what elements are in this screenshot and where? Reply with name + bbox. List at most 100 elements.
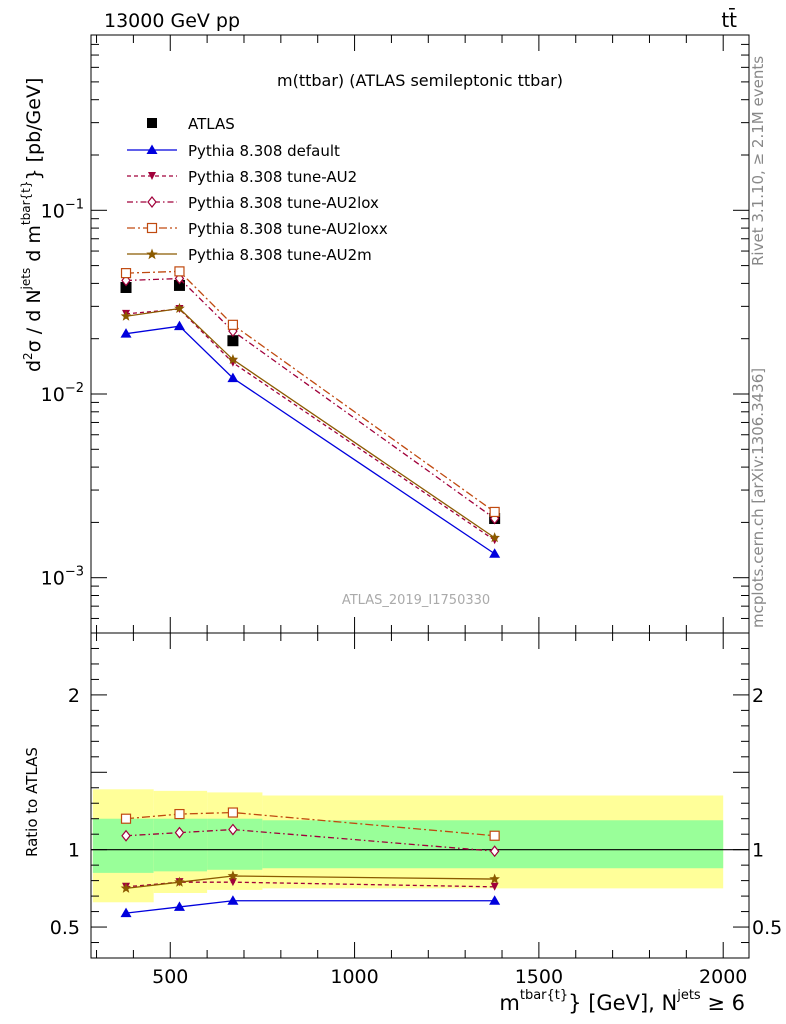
ratio-y-tick-label-left: 2	[68, 685, 80, 707]
data-point-star	[120, 882, 132, 893]
series-5	[120, 870, 500, 893]
legend-label: Pythia 8.308 tune-AU2	[188, 168, 357, 186]
ylabel-part-b: 2	[21, 352, 35, 360]
data-point-star	[227, 870, 239, 881]
series-3	[121, 823, 500, 858]
legend-entry-au2m: Pythia 8.308 tune-AU2m	[127, 246, 372, 264]
ratio-panel: 0.5 0.5 1 1 2 2 500 1000 1500 2000 Ratio to ATLAS…	[23, 632, 782, 1015]
legend-label: Pythia 8.308 tune-AU2lox	[188, 194, 379, 212]
ylabel-part-a: d	[23, 360, 45, 372]
ylabel-part-e: d m	[23, 225, 45, 268]
xlabel-part-e: ≥ 6	[701, 991, 745, 1015]
legend-marker-square-open	[146, 222, 158, 234]
data-point-star	[174, 876, 185, 887]
ylabel-part-g: } [pb/GeV]	[23, 78, 45, 181]
main-y-axis-label: d2σ / d Njets d mtbar{t}} [pb/GeV]	[19, 78, 45, 372]
series-2	[120, 320, 501, 558]
source-label: mcplots.cern.ch [arXiv:1306.3436]	[749, 368, 767, 628]
series-line	[125, 875, 495, 890]
series-line	[125, 325, 496, 555]
y-tick-exponent: −2	[65, 381, 84, 396]
legend: ATLAS Pythia 8.308 default Pythia 8.308 …	[127, 115, 388, 264]
data-point-triangle-up	[173, 901, 185, 911]
ratio-y-tick-label-right: 0.5	[752, 917, 782, 939]
uncertainty-band-stat	[153, 818, 208, 872]
data-point-square-open	[174, 266, 185, 277]
main-plot-title: m(ttbar) (ATLAS semileptonic ttbar)	[277, 71, 563, 90]
data-point-triangle-up	[227, 372, 239, 383]
series-6	[120, 302, 500, 543]
x-tick-label: 1500	[515, 966, 563, 988]
main-series-group	[120, 266, 501, 558]
series-line	[125, 307, 496, 539]
series-line	[125, 900, 495, 914]
x-axis-label: mtbar{t}} [GeV], Njets ≥ 6	[499, 988, 745, 1015]
data-point-triangle-up	[120, 328, 132, 338]
data-point-star	[174, 302, 185, 314]
main-ticks: 10−110−210−3	[41, 34, 749, 634]
data-point-triangle-up	[227, 895, 239, 905]
data-point-triangle-up	[489, 895, 501, 905]
data-point-diamond-open	[121, 829, 131, 842]
data-point-triangle-down	[228, 878, 237, 887]
xlabel-part-c: } [GeV], N	[568, 991, 677, 1015]
series-line	[125, 811, 495, 837]
ratio-y-tick-label-left: 1	[68, 840, 80, 862]
legend-entry-default: Pythia 8.308 default	[127, 142, 340, 160]
ylabel-part-c: σ / d N	[23, 289, 45, 352]
uncertainty-band-stat	[92, 818, 154, 873]
series-line	[125, 308, 496, 541]
legend-entry-au2lox: Pythia 8.308 tune-AU2lox	[127, 194, 379, 212]
legend-marker-triangle-down	[148, 172, 156, 180]
data-point-square-filled	[227, 335, 239, 347]
data-point-triangle-up	[173, 320, 185, 331]
ylabel-part-f: tbar{t}	[19, 181, 33, 226]
x-tick-label: 1000	[330, 966, 378, 988]
y-tick-label: 10−2	[41, 381, 84, 406]
ratio-y-tick-label-right: 2	[752, 685, 764, 707]
legend-entry-au2: Pythia 8.308 tune-AU2	[127, 168, 357, 186]
ylabel-part-d: jets	[19, 268, 33, 291]
x-tick-label: 2000	[699, 966, 747, 988]
series-1	[120, 279, 501, 525]
data-point-triangle-down	[490, 882, 499, 891]
main-panel: 10−110−210−3 m(ttbar) (ATLAS semileptoni…	[19, 34, 750, 634]
uncertainty-band-stat	[262, 820, 724, 869]
legend-label: Pythia 8.308 tune-AU2m	[188, 246, 372, 264]
legend-marker-triangle-up	[146, 144, 158, 154]
data-point-square-open	[120, 813, 132, 824]
ratio-uncertainty-bands	[92, 789, 724, 903]
x-tick-label: 500	[152, 966, 188, 988]
data-point-square-open	[489, 506, 500, 518]
data-point-diamond-open	[228, 823, 238, 836]
ratio-series-group	[120, 807, 501, 918]
y-tick-label: 10−3	[41, 565, 84, 590]
series-1	[120, 895, 501, 918]
ratio-plot-frame	[90, 632, 750, 959]
legend-entry-atlas: ATLAS	[147, 115, 235, 133]
xlabel-part-a: m	[499, 991, 519, 1015]
ratio-y-tick-label-left: 0.5	[50, 917, 80, 939]
data-point-star	[227, 353, 239, 365]
data-point-square-filled	[120, 281, 132, 293]
data-point-diamond-open	[489, 845, 500, 858]
data-point-triangle-up	[489, 548, 501, 558]
legend-label: ATLAS	[188, 115, 235, 133]
series-3	[122, 305, 499, 545]
series-line	[125, 881, 495, 888]
data-point-diamond-open	[174, 826, 185, 839]
legend-marker-star	[146, 248, 158, 260]
legend-marker-square-filled	[147, 118, 157, 128]
y-tick-base: 10	[41, 568, 65, 590]
xlabel-part-d: jets	[676, 988, 701, 1003]
legend-marker-diamond-open	[147, 196, 157, 208]
series-line	[125, 270, 496, 513]
series-line	[125, 277, 496, 520]
y-tick-label: 10−1	[41, 197, 84, 222]
legend-label: Pythia 8.308 default	[188, 142, 340, 160]
xlabel-part-b: tbar{t}	[520, 988, 568, 1003]
data-point-square-filled	[173, 279, 185, 291]
data-point-star	[120, 310, 132, 321]
legend-label: Pythia 8.308 tune-AU2loxx	[188, 220, 388, 238]
